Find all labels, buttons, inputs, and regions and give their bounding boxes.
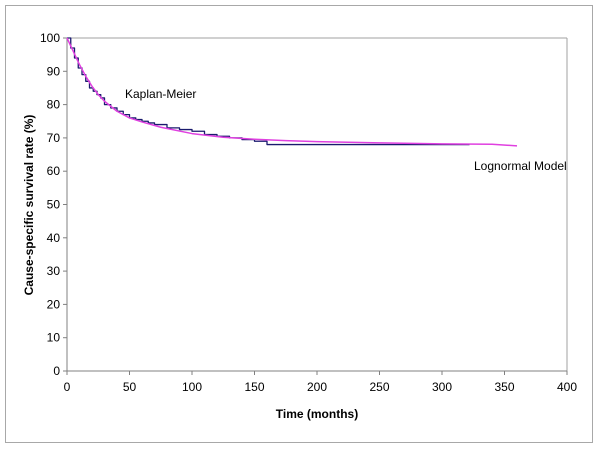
y-tick-label: 100 <box>40 31 60 45</box>
y-tick-label: 10 <box>47 331 61 345</box>
x-tick-label: 100 <box>182 380 202 394</box>
y-tick-label: 80 <box>47 98 61 112</box>
y-tick-label: 50 <box>47 198 61 212</box>
x-tick-label: 400 <box>557 380 577 394</box>
y-axis-title: Cause-specific survival rate (%) <box>22 115 36 296</box>
x-tick-label: 200 <box>307 380 327 394</box>
x-ticks: 0 50 100 150 200 250 300 350 400 <box>64 371 577 394</box>
y-tick-label: 60 <box>47 164 61 178</box>
lognormal-model-label: Lognormal Model <box>474 159 567 173</box>
y-tick-label: 30 <box>47 264 61 278</box>
y-ticks: 0 10 20 30 40 50 60 70 80 90 100 <box>40 31 67 378</box>
x-tick-label: 300 <box>432 380 452 394</box>
x-tick-label: 350 <box>494 380 514 394</box>
x-tick-label: 50 <box>123 380 137 394</box>
x-tick-label: 150 <box>244 380 264 394</box>
y-tick-label: 70 <box>47 131 61 145</box>
series-lines <box>66 37 518 147</box>
lognormal-model-line <box>66 37 518 147</box>
x-tick-label: 0 <box>64 380 71 394</box>
chart-frame <box>5 5 593 443</box>
y-tick-label: 40 <box>47 231 61 245</box>
y-tick-label: 0 <box>53 364 60 378</box>
y-tick-label: 20 <box>47 297 61 311</box>
x-tick-label: 250 <box>369 380 389 394</box>
kaplan-meier-label: Kaplan-Meier <box>125 87 196 101</box>
x-axis-title: Time (months) <box>276 407 358 421</box>
y-tick-label: 90 <box>47 64 61 78</box>
